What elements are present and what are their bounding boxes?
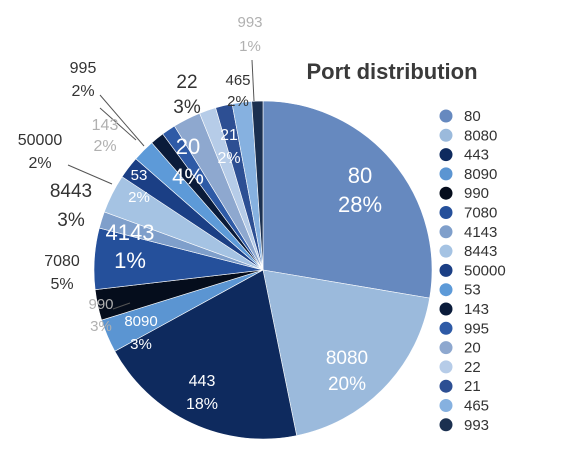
slice-label-7080: 7080 xyxy=(44,253,80,270)
pie-slice-80 xyxy=(262,100,433,299)
slice-percent-995: 2% xyxy=(71,83,94,100)
slice-percent-53: 2% xyxy=(128,189,150,206)
slice-label-995: 995 xyxy=(70,60,97,77)
slice-percent-21: 2% xyxy=(217,150,240,167)
legend-swatch-20 xyxy=(439,341,453,355)
slice-percent-993: 1% xyxy=(239,38,261,55)
legend-label-990: 990 xyxy=(464,185,489,202)
slice-label-22: 22 xyxy=(176,72,197,93)
legend-swatch-465 xyxy=(439,399,453,412)
slice-percent-8443: 3% xyxy=(57,210,85,231)
legend-swatch-443 xyxy=(439,148,453,162)
legend-swatch-53 xyxy=(439,283,453,297)
leader-line-50000 xyxy=(67,164,113,185)
leader-line-990 xyxy=(112,302,131,310)
leader-lines xyxy=(67,59,255,310)
slice-label-990: 990 xyxy=(88,296,113,313)
pie-slice-443 xyxy=(114,269,298,440)
slice-label-8080: 8080 xyxy=(326,348,368,369)
slice-label-80: 80 xyxy=(348,163,372,188)
slice-percent-8090: 3% xyxy=(130,336,152,353)
legend-label-995: 995 xyxy=(464,320,489,337)
legend-swatch-993 xyxy=(439,418,453,432)
leader-line-993 xyxy=(251,59,255,102)
legend-label-20: 20 xyxy=(464,340,481,357)
legend-swatch-7080 xyxy=(439,206,453,219)
legend-label-8443: 8443 xyxy=(464,243,497,260)
slice-label-53: 53 xyxy=(131,167,148,184)
slice-percent-50000: 2% xyxy=(28,155,51,172)
legend-swatch-143 xyxy=(439,302,453,316)
slice-percent-143: 2% xyxy=(93,138,116,155)
slice-percent-443: 18% xyxy=(186,396,218,413)
slice-percent-465: 2% xyxy=(227,93,249,110)
legend-label-50000: 50000 xyxy=(464,262,506,279)
leader-line-143 xyxy=(99,107,137,141)
slice-label-143: 143 xyxy=(92,117,119,134)
legend-label-4143: 4143 xyxy=(464,224,497,241)
slice-label-993: 993 xyxy=(237,14,262,31)
legend-swatch-995 xyxy=(439,321,453,335)
slice-label-443: 443 xyxy=(189,373,216,390)
slice-percent-22: 3% xyxy=(173,97,201,118)
legend: 8080804438090990708041438443500005314399… xyxy=(439,108,506,434)
legend-label-21: 21 xyxy=(464,378,481,395)
slice-label-465: 465 xyxy=(225,72,250,89)
pie-slice-993 xyxy=(251,100,264,271)
legend-label-993: 993 xyxy=(464,417,489,434)
slice-label-4143: 4143 xyxy=(106,220,155,245)
pie-slice-8080 xyxy=(262,269,430,436)
slice-percent-7080: 5% xyxy=(50,276,73,293)
legend-swatch-8090 xyxy=(439,167,453,181)
legend-label-8090: 8090 xyxy=(464,166,497,183)
legend-label-465: 465 xyxy=(464,398,489,415)
chart-title: Port distribution xyxy=(306,59,477,84)
legend-label-443: 443 xyxy=(464,147,489,164)
legend-swatch-22 xyxy=(439,360,453,374)
slice-percent-990: 3% xyxy=(90,318,112,335)
legend-label-80: 80 xyxy=(464,108,481,125)
legend-swatch-990 xyxy=(439,186,453,200)
slices-layer xyxy=(93,100,433,440)
legend-swatch-80 xyxy=(439,109,453,123)
slice-percent-20: 4% xyxy=(172,164,204,189)
legend-swatch-8080 xyxy=(439,128,453,142)
slice-label-8090: 8090 xyxy=(124,313,157,330)
legend-label-53: 53 xyxy=(464,282,481,299)
slice-label-20: 20 xyxy=(176,134,200,159)
slice-label-50000: 50000 xyxy=(18,132,63,149)
slice-percent-4143: 1% xyxy=(114,248,146,273)
legend-label-22: 22 xyxy=(464,359,481,376)
slice-labels: 80 28% 8080 20% 443 18% 8090 3% 990 3% 7080 5% 4143 1… xyxy=(18,14,382,413)
slice-percent-80: 28% xyxy=(338,192,382,217)
legend-swatch-50000 xyxy=(439,263,453,277)
slice-label-8443: 8443 xyxy=(50,181,92,202)
legend-swatch-4143 xyxy=(439,225,453,239)
slice-label-21: 21 xyxy=(220,127,238,144)
legend-swatch-21 xyxy=(439,379,453,393)
legend-label-8080: 8080 xyxy=(464,127,497,144)
legend-swatch-8443 xyxy=(439,244,453,258)
legend-label-7080: 7080 xyxy=(464,205,497,222)
legend-label-143: 143 xyxy=(464,301,489,318)
leader-line-995 xyxy=(99,94,145,147)
slice-percent-8080: 20% xyxy=(328,374,366,395)
